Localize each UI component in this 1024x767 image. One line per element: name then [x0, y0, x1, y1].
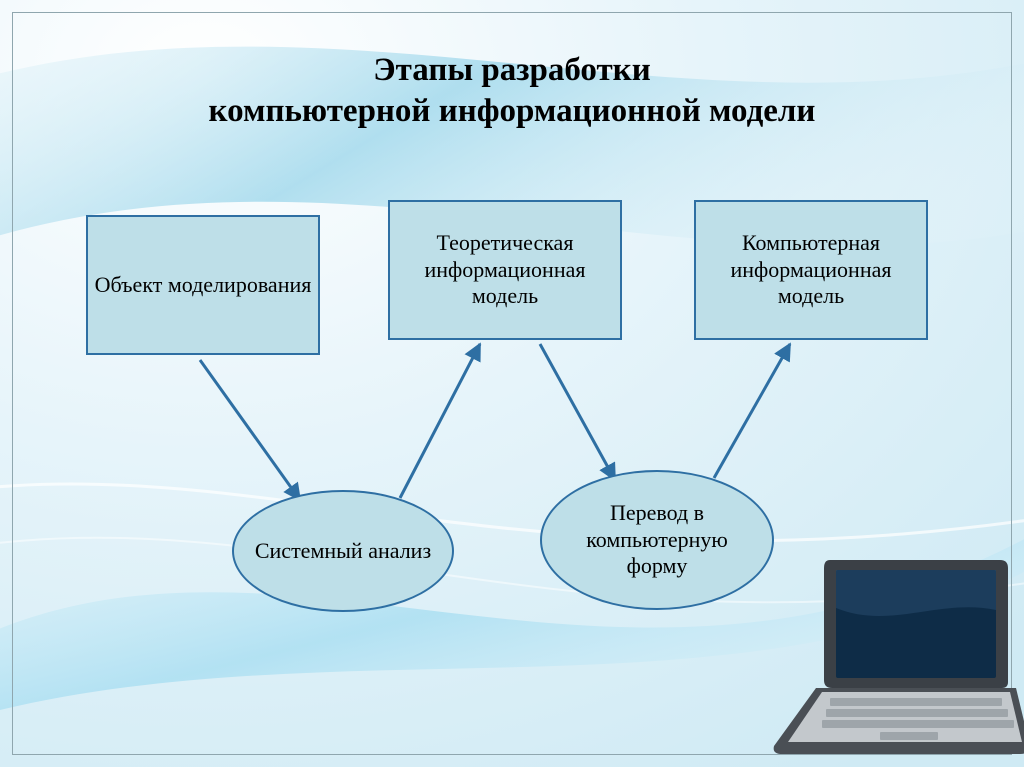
node-label: Компьютерная информационная модель	[702, 230, 920, 309]
slide-stage: Этапы разработки компьютерной информацио…	[0, 0, 1024, 767]
node-label: Системный анализ	[255, 538, 431, 564]
ellipse-node-e1: Системный анализ	[232, 490, 454, 612]
box-node-n3: Компьютерная информационная модель	[694, 200, 928, 340]
node-label: Объект моделирования	[95, 272, 312, 298]
ellipse-node-e2: Перевод в компьютерную форму	[540, 470, 774, 610]
box-node-n2: Теоретическая информационная модель	[388, 200, 622, 340]
box-node-n1: Объект моделирования	[86, 215, 320, 355]
laptop-illustration	[770, 550, 1024, 760]
node-label: Теоретическая информационная модель	[396, 230, 614, 309]
node-label: Перевод в компьютерную форму	[556, 500, 758, 579]
